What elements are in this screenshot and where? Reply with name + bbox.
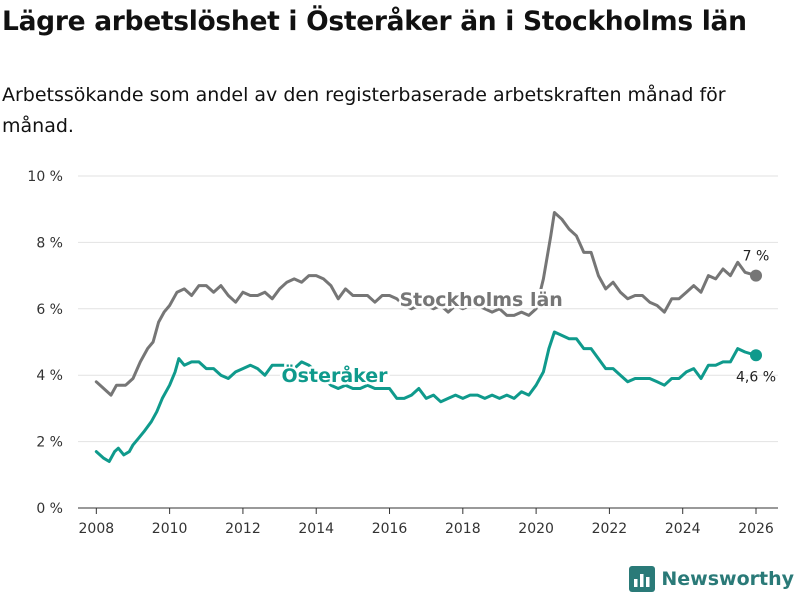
series-line (94, 330, 758, 463)
end-value-label: 4,6 % (736, 369, 776, 385)
series-end-point (750, 349, 763, 362)
x-tick-label: 2012 (225, 521, 261, 537)
chart-subtitle: Arbetssökande som andel av den registerb… (2, 84, 726, 137)
series-end-point (750, 269, 763, 282)
x-tick-label: 2020 (518, 521, 554, 537)
end-value-label: 7 % (743, 249, 770, 265)
x-tick-label: 2016 (372, 521, 408, 537)
series-labels: 7 % Stockholms län 4,6 % Österåker (279, 249, 776, 390)
x-tick-label: 2010 (152, 521, 188, 537)
newsworthy-logo-icon (629, 566, 656, 592)
y-tick-label: 2 % (36, 435, 63, 451)
x-tick-label: 2024 (665, 521, 701, 537)
newsworthy-logo-text: Newsworthy (661, 568, 794, 590)
chart-title: Lägre arbetslöshet i Österåker än i Stoc… (2, 6, 747, 37)
series-lines (94, 211, 763, 463)
x-tick-label: 2014 (298, 521, 334, 537)
x-tick-label: 2008 (79, 521, 115, 537)
x-tick-label: 2022 (592, 521, 628, 537)
y-tick-label: 4 % (36, 368, 63, 384)
newsworthy-logo: Newsworthy (629, 566, 794, 592)
y-tick-label: 0 % (36, 501, 63, 517)
series-name-label: Österåker (282, 363, 389, 387)
series-name-label: Stockholms län (399, 289, 562, 311)
axes: 0 % 2 % 4 % 6 % 8 % 10 % 2008 2010 2012 2014 2016 2… (27, 169, 778, 537)
series-line (94, 211, 758, 397)
x-tick-label: 2026 (738, 521, 774, 537)
x-tick-label: 2018 (445, 521, 481, 537)
y-tick-label: 10 % (27, 169, 63, 185)
y-tick-label: 8 % (36, 235, 63, 251)
y-tick-label: 6 % (36, 302, 63, 318)
